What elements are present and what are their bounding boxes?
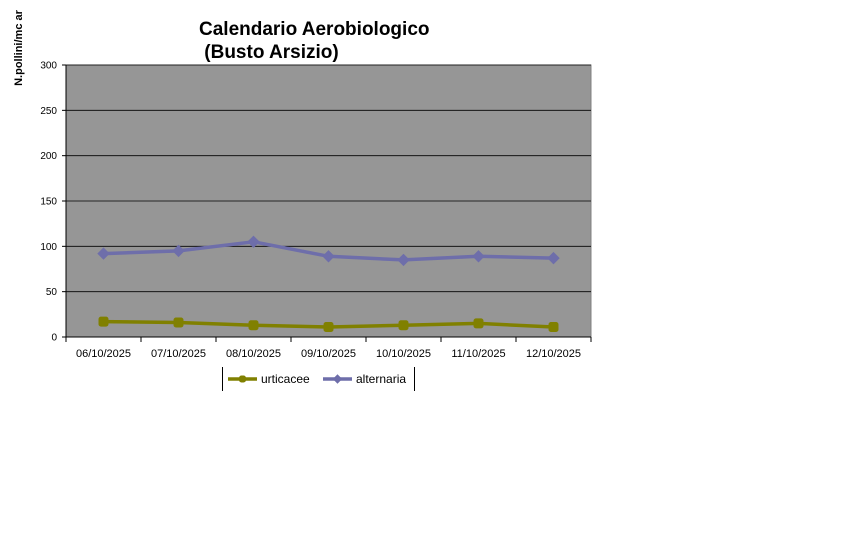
data-point-urticacee (548, 322, 559, 333)
data-point-urticacee (98, 316, 109, 327)
data-point-alternaria (322, 250, 335, 263)
x-tick-label: 09/10/2025 (301, 348, 356, 360)
data-point-alternaria (97, 247, 110, 260)
data-point-urticacee (248, 320, 259, 331)
x-tick-label: 07/10/2025 (151, 348, 206, 360)
data-point-urticacee (173, 317, 184, 328)
chart-subtitle: (Busto Arsizio) (199, 42, 339, 63)
data-point-urticacee (398, 320, 409, 331)
data-point-alternaria (172, 244, 185, 258)
data-point-urticacee (323, 322, 334, 333)
x-tick-label: 08/10/2025 (226, 348, 281, 360)
x-tick-label: 10/10/2025 (376, 348, 431, 360)
x-tick-label: 11/10/2025 (451, 348, 505, 360)
data-point-alternaria (247, 235, 260, 249)
x-tick-label: 12/10/2025 (526, 348, 581, 360)
y-tick-label: 200 (40, 151, 57, 162)
data-point-alternaria (472, 250, 485, 263)
data-point-alternaria (397, 253, 410, 267)
data-point-alternaria (547, 251, 560, 265)
chart-title: Calendario Aerobiologico (199, 19, 430, 40)
y-tick-label: 0 (51, 333, 57, 344)
data-point-urticacee (473, 318, 484, 329)
y-tick-label: 300 (40, 61, 57, 72)
y-tick-label: 50 (46, 287, 58, 298)
y-axis-label: N.pollini/mc ar (13, 9, 25, 86)
legend-label-urticacee: urticacee (261, 372, 310, 386)
legend-marker-alternaria (332, 374, 343, 384)
legend-marker-urticacee (239, 375, 246, 383)
x-tick-label: 06/10/2025 (76, 348, 131, 360)
y-tick-label: 100 (40, 242, 57, 253)
legend-label-alternaria: alternaria (356, 372, 406, 386)
y-tick-label: 250 (40, 106, 57, 117)
y-tick-label: 150 (40, 197, 57, 208)
